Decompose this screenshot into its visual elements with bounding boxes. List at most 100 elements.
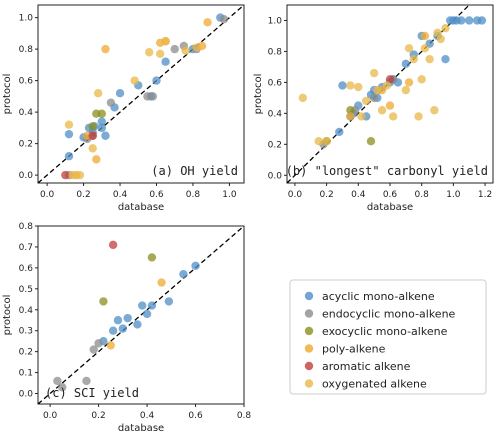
y-axis-label: protocol: [2, 74, 13, 115]
data-point: [401, 85, 411, 95]
data-point: [89, 345, 98, 354]
data-point: [64, 129, 74, 139]
panel-frame: [37, 225, 245, 405]
data-point: [113, 316, 123, 325]
x-axis-label: database: [118, 423, 164, 434]
panel-title: (a) OH yield: [151, 164, 238, 178]
identity-line: [37, 4, 245, 184]
x-tick-label: 0.8: [237, 411, 252, 421]
data-point: [338, 81, 347, 90]
panel-frame: [286, 4, 494, 184]
legend-marker: [304, 326, 314, 336]
data-point: [161, 37, 170, 46]
data-point: [75, 170, 85, 180]
panel-frame: [37, 4, 245, 184]
data-point: [436, 34, 445, 44]
data-point: [152, 76, 161, 85]
data-point: [157, 278, 166, 287]
legend-label: poly-alkene: [322, 343, 386, 356]
data-point: [130, 76, 139, 85]
data-point: [93, 89, 103, 98]
data-point: [97, 109, 107, 118]
x-tick-label: 1.0: [222, 190, 237, 200]
data-point: [53, 376, 62, 386]
data-point: [145, 48, 154, 57]
data-point: [88, 131, 97, 140]
data-point: [417, 75, 426, 84]
x-tick-label: 0.2: [319, 190, 333, 200]
data-point: [409, 54, 418, 64]
data-point: [346, 81, 355, 90]
legend-label: acyclic mono-alkene: [322, 290, 435, 303]
data-point: [64, 152, 74, 161]
x-axis-label: database: [118, 202, 164, 213]
data-point: [219, 14, 229, 24]
data-point: [61, 170, 70, 180]
data-point: [68, 170, 77, 180]
data-point: [346, 106, 355, 115]
panel-sci-yield: 0.0 0.2 0.4 0.6 0.8 0.0 0.1 0.2 0.3 0.4 0.5 0.6 0.7 0…: [2, 222, 251, 434]
data-point: [433, 28, 442, 38]
y-tick-label: 1.0: [268, 16, 283, 26]
data-point: [354, 82, 363, 92]
y-tick-label: 0.8: [268, 47, 283, 57]
data-point: [430, 106, 439, 115]
x-axis-label: database: [367, 202, 413, 213]
data-point: [373, 85, 382, 95]
data-point: [64, 120, 74, 129]
data-point: [148, 92, 158, 101]
data-point: [357, 112, 366, 121]
data-point: [108, 326, 118, 335]
data-point: [181, 46, 190, 55]
y-tick-label: 0.5: [19, 285, 33, 295]
data-point: [179, 269, 188, 279]
panel-title: (c) SCI yield: [45, 386, 139, 400]
y-tick-label: 0.0: [268, 171, 283, 181]
data-point: [369, 93, 379, 103]
legend-label: aromatic alkene: [322, 360, 411, 373]
panel-oh-yield: 0.0 0.2 0.4 0.6 0.8 1.0 0.0 0.2 0.4 0.6 0.8 1.0 (a)…: [2, 4, 245, 213]
y-tick-label: 0.2: [19, 140, 33, 150]
x-tick-label: 0.0: [43, 411, 58, 421]
y-tick-label: 1.0: [19, 14, 34, 24]
data-point: [170, 44, 179, 54]
data-point: [385, 101, 395, 110]
x-tick-label: 0.6: [149, 190, 164, 200]
data-point: [420, 31, 430, 41]
data-point: [99, 297, 108, 306]
data-point: [97, 117, 107, 126]
y-tick-label: 0.4: [19, 108, 34, 118]
x-tick-label: 0.8: [186, 190, 201, 200]
x-tick-label: 0.4: [113, 190, 128, 200]
data-point: [108, 240, 118, 250]
x-tick-label: 0.4: [140, 411, 155, 421]
data-point: [441, 54, 450, 64]
data-point: [123, 313, 132, 323]
data-point: [118, 324, 128, 333]
data-point: [115, 89, 125, 98]
y-axis-label: protocol: [2, 295, 13, 336]
legend-box: [289, 279, 487, 395]
data-point: [203, 18, 212, 27]
y-tick-label: 0.6: [19, 264, 34, 274]
x-tick-label: 1.2: [478, 190, 492, 200]
data-point: [420, 44, 430, 53]
x-tick-label: 1.0: [446, 190, 461, 200]
data-point: [161, 57, 170, 66]
data-point: [138, 301, 147, 310]
legend-label: endocyclic mono-alkene: [322, 308, 456, 321]
x-tick-label: 0.4: [351, 190, 366, 200]
legend-label: exocyclic mono-alkene: [322, 325, 448, 338]
y-tick-label: 0.6: [19, 77, 34, 87]
data-point: [92, 155, 101, 164]
x-tick-label: 0.6: [383, 190, 398, 200]
data-point: [88, 144, 97, 153]
data-point: [88, 122, 97, 131]
x-tick-label: 0.2: [91, 411, 105, 421]
legend-marker: [304, 309, 314, 318]
data-point: [377, 106, 387, 115]
data-point: [346, 112, 355, 121]
legend-marker: [304, 291, 314, 301]
y-tick-label: 0.8: [19, 45, 34, 55]
